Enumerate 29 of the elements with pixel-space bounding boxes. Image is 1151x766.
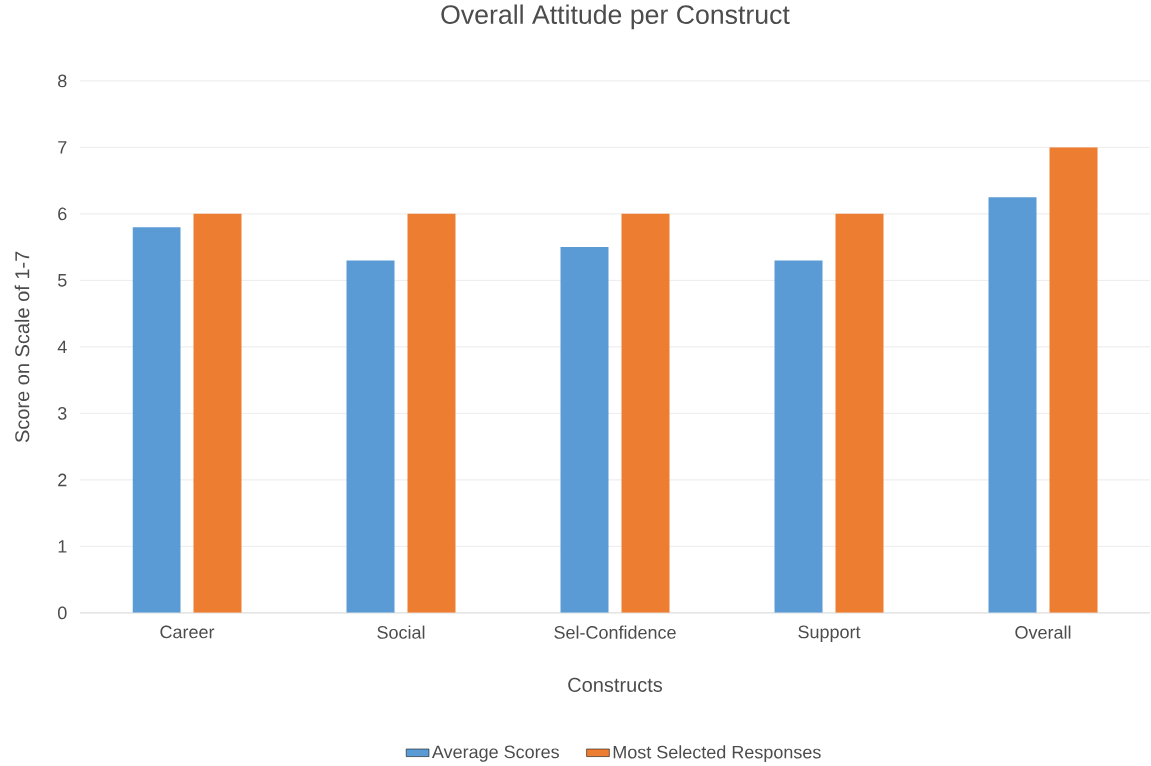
y-tick-label: 5	[57, 274, 67, 287]
bar	[407, 213, 456, 613]
x-tick-label: Career	[160, 625, 215, 639]
bar	[132, 227, 181, 613]
x-axis-title: Constructs	[568, 677, 663, 693]
y-tick-label: 3	[57, 407, 67, 420]
y-tick-label: 4	[57, 340, 67, 354]
bar	[1049, 147, 1098, 613]
x-tick-label: Social	[377, 625, 425, 639]
y-tick-label: 0	[57, 606, 67, 620]
y-tick-label: 8	[58, 74, 67, 88]
y-tick-label: 7	[58, 141, 67, 154]
x-tick-label: Overall	[1015, 625, 1071, 639]
bar	[988, 197, 1037, 613]
y-tick-label: 6	[58, 207, 67, 221]
legend-label: Most Selected Responses	[613, 745, 821, 763]
bar	[560, 247, 609, 613]
x-tick-label: Support	[798, 625, 861, 642]
bar	[774, 260, 823, 613]
x-tick-label: Sel-Confidence	[554, 625, 676, 639]
legend-label: Average Scores	[431, 745, 559, 762]
y-tick-label: 1	[58, 540, 67, 553]
y-tick-label: 2	[58, 473, 67, 487]
bar	[346, 260, 395, 613]
bar	[193, 213, 242, 613]
bar	[621, 213, 670, 613]
chart-title: Overall Attitude per Construct	[441, 4, 790, 30]
y-axis-title: Score on Scale of 1-7	[14, 251, 30, 443]
bar	[835, 213, 884, 613]
